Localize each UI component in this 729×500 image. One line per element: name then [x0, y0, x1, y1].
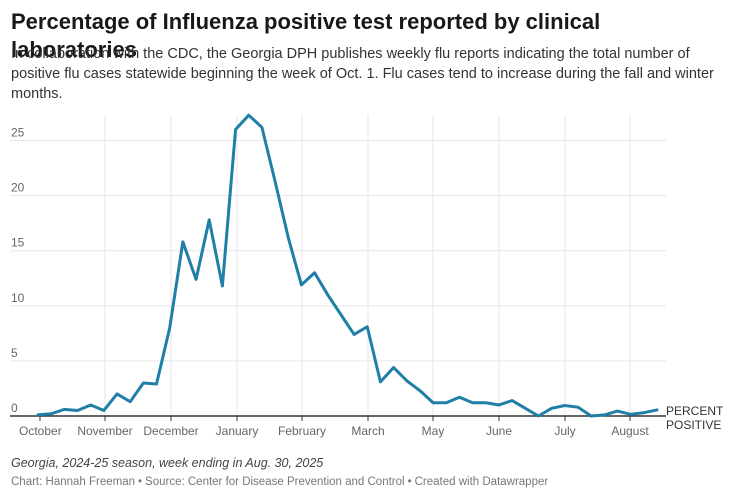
- x-tick-label: February: [278, 424, 326, 438]
- series-layer: [36, 113, 659, 418]
- chart-byline: Chart: Hannah Freeman • Source: Center for…: [11, 476, 549, 488]
- series-line-percent-positive: [36, 113, 659, 418]
- series-labels: PERCENT POSITIVE: [666, 404, 724, 432]
- x-tick-label: November: [77, 424, 132, 438]
- y-axis-ticks: 0 5 10 15 20 25: [11, 126, 25, 415]
- chart-credit: Chart: Hannah Freeman: [11, 476, 136, 488]
- chart-source: Source: Center for Disease Prevention an…: [145, 476, 405, 488]
- y-tick-label: 20: [11, 181, 25, 195]
- chart-subtitle: In collaboration with the CDC, the Georg…: [11, 46, 714, 102]
- x-tick-label: December: [143, 424, 198, 438]
- x-tick-label: August: [611, 424, 649, 438]
- x-tick-label: March: [351, 424, 384, 438]
- x-axis-ticks: October November December January February Ma…: [19, 416, 649, 438]
- y-tick-label: 0: [11, 401, 18, 415]
- x-tick-label: June: [486, 424, 512, 438]
- chart-notes: Georgia, 2024-25 season, week ending in …: [11, 456, 324, 470]
- y-tick-label: 15: [11, 236, 25, 250]
- x-tick-label: October: [19, 424, 62, 438]
- x-tick-label: May: [422, 424, 445, 438]
- chart-title: Percentage of Influenza positive test re…: [11, 9, 601, 62]
- y-tick-label: 10: [11, 291, 25, 305]
- y-tick-label: 25: [11, 126, 25, 140]
- grid-lines: [10, 115, 666, 417]
- x-tick-label: July: [554, 424, 575, 438]
- y-tick-label: 5: [11, 346, 18, 360]
- created-with: Created with Datawrapper: [414, 476, 549, 488]
- series-label: PERCENT POSITIVE: [666, 404, 724, 432]
- x-tick-label: January: [216, 424, 259, 438]
